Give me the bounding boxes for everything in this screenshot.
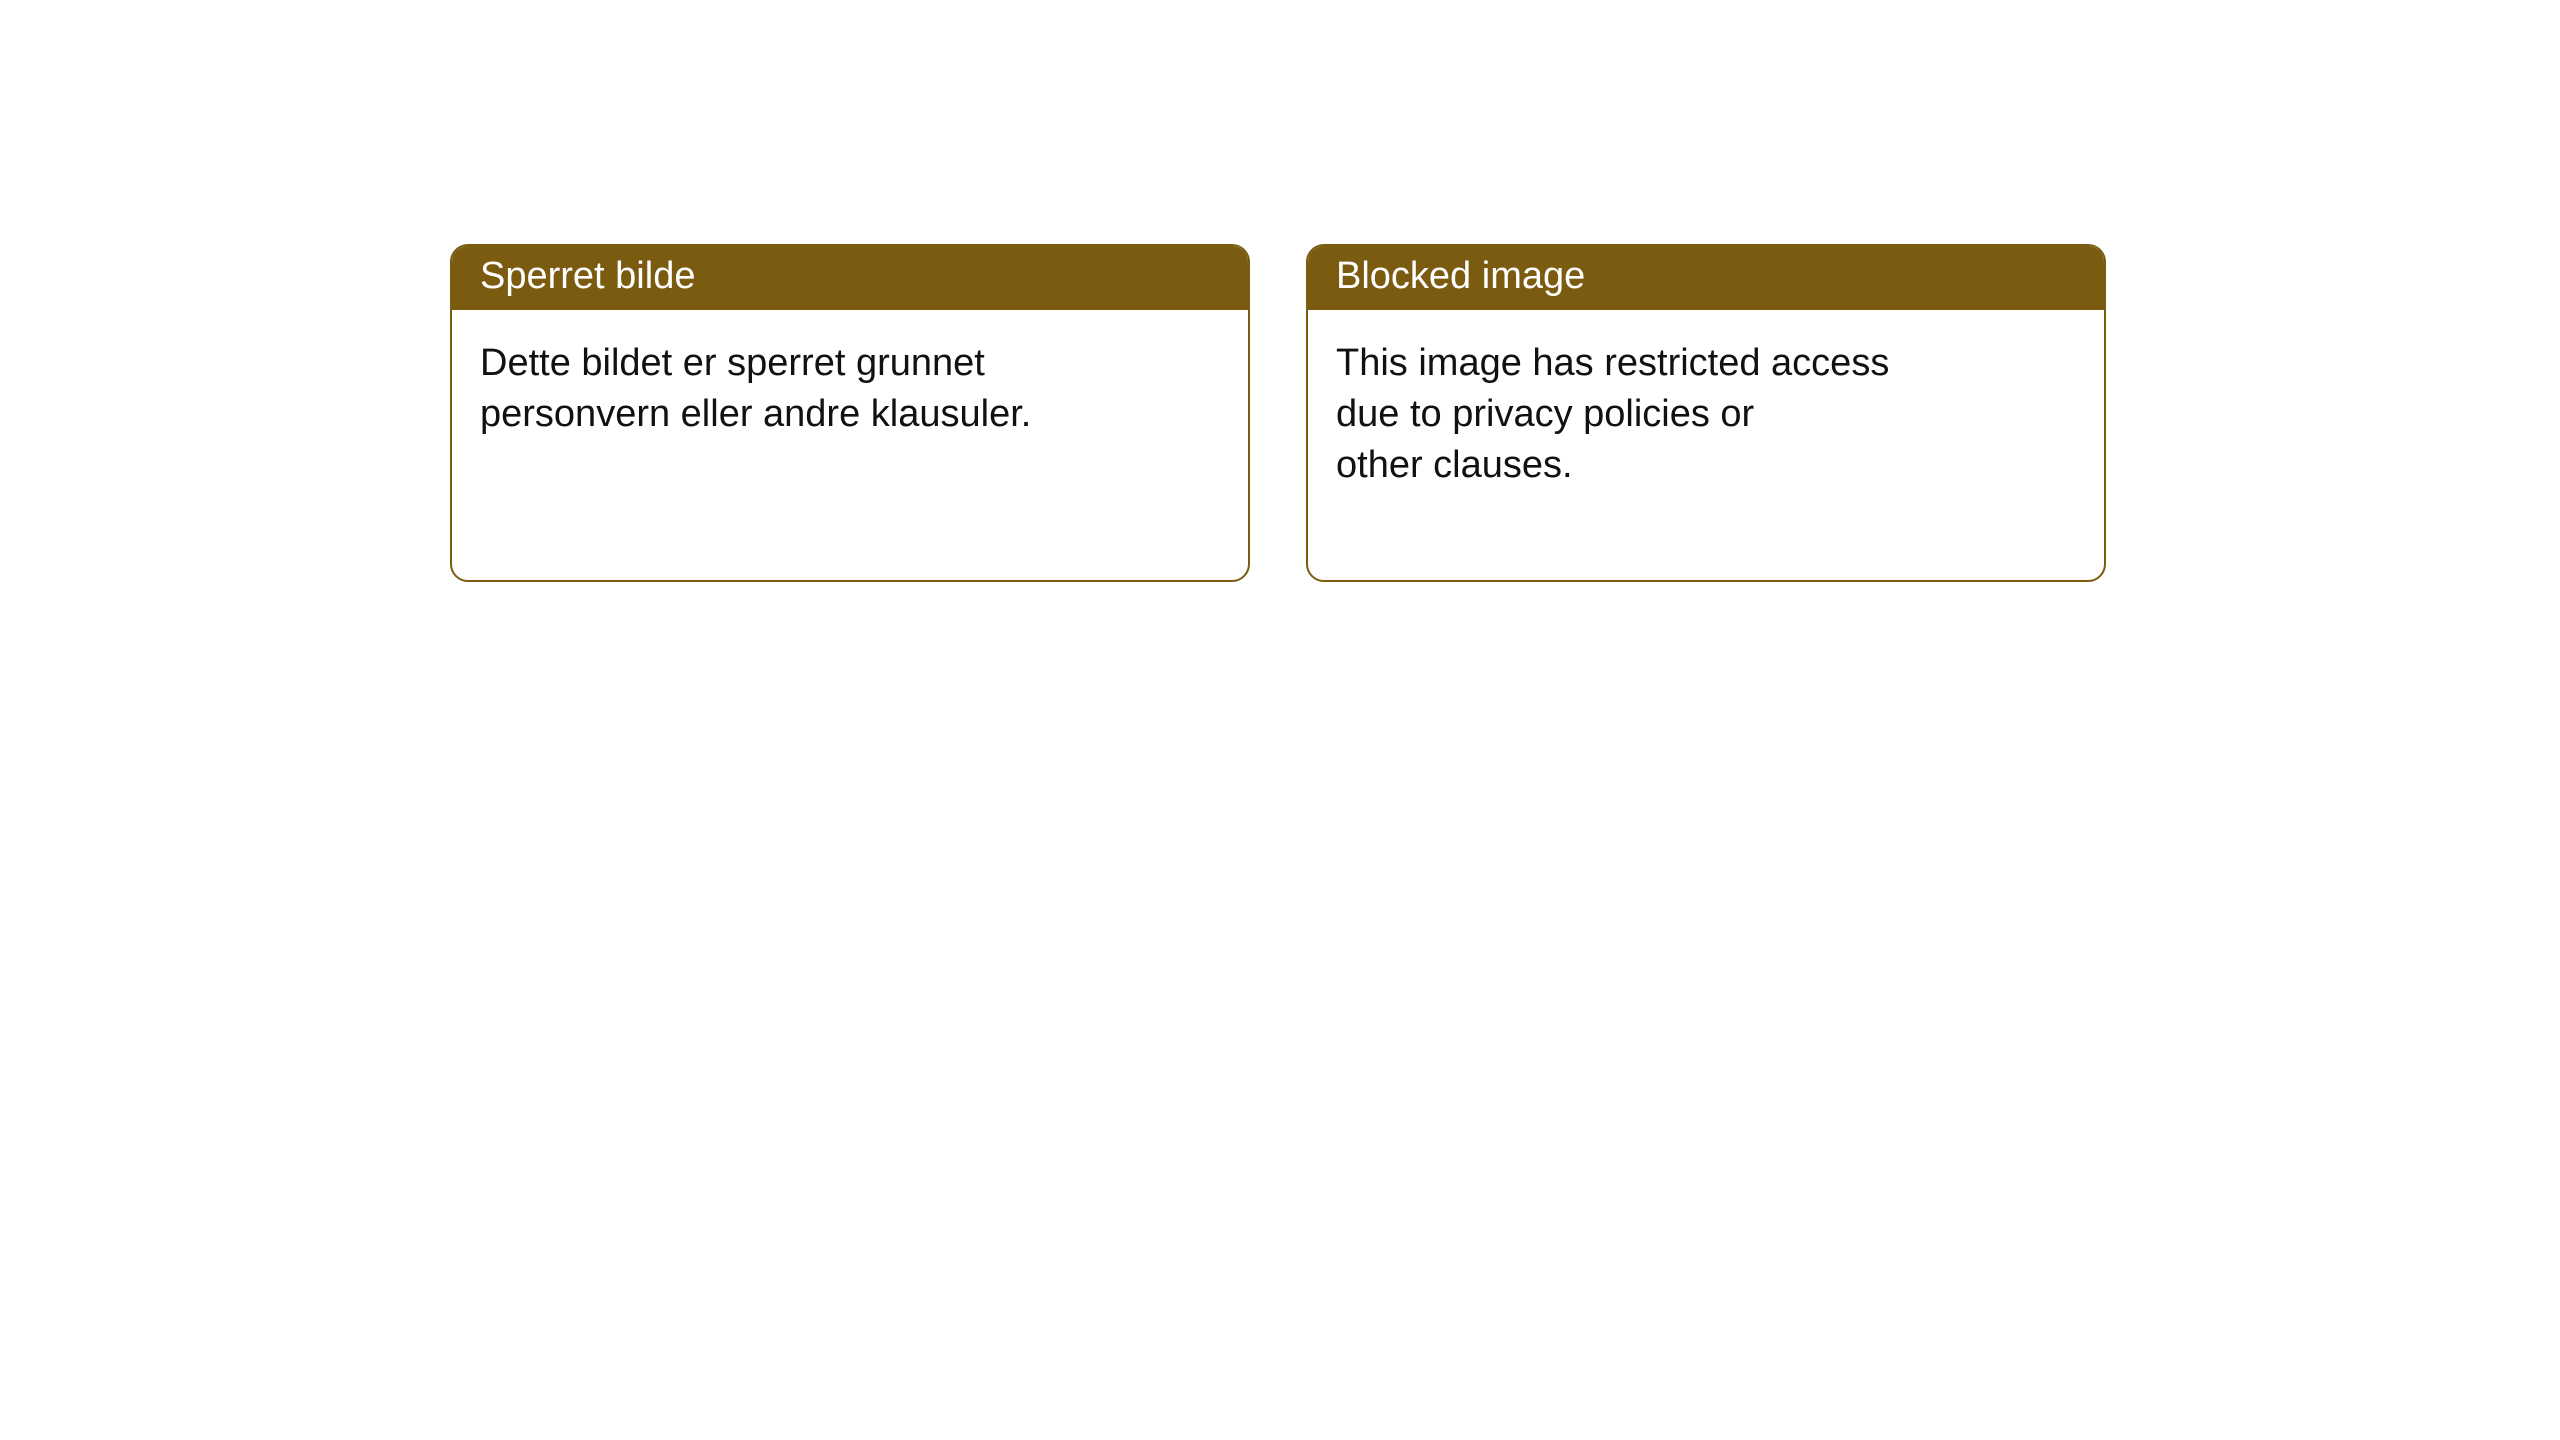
notice-card-norwegian: Sperret bilde Dette bildet er sperret gr… [450,244,1250,582]
notice-card-english: Blocked image This image has restricted … [1306,244,2106,582]
notice-title-norwegian: Sperret bilde [452,246,1248,310]
notice-container: Sperret bilde Dette bildet er sperret gr… [0,0,2560,582]
notice-body-norwegian: Dette bildet er sperret grunnet personve… [452,310,1248,441]
notice-body-english: This image has restricted access due to … [1308,310,2104,492]
notice-title-english: Blocked image [1308,246,2104,310]
